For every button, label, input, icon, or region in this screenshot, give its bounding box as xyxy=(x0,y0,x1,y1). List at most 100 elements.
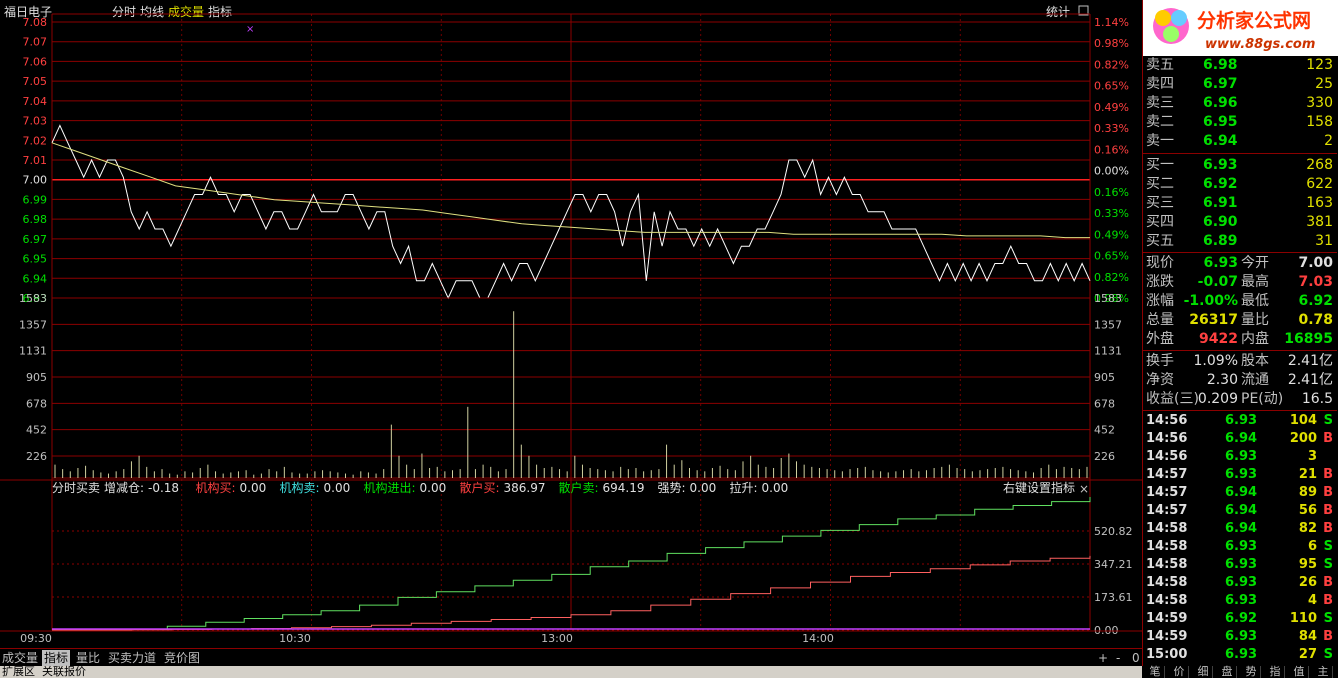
ask-row[interactable]: 卖四 6.97 25 xyxy=(1143,75,1337,94)
average-line xyxy=(51,142,1090,239)
pct-tick-label: 0.65% xyxy=(1094,250,1129,263)
right-tab-1[interactable]: 价 xyxy=(1170,666,1189,678)
fund-label: PE(动) xyxy=(1241,391,1284,407)
tick-row[interactable]: 14:59 6.92 110 S xyxy=(1143,610,1337,628)
fund-label: 换手 xyxy=(1146,353,1174,369)
bottom-tab-2[interactable]: 量比 xyxy=(76,651,101,665)
quote-label: 最高 xyxy=(1241,274,1269,290)
right-tab-5[interactable]: 指 xyxy=(1266,666,1285,678)
ob-volume: 381 xyxy=(1306,214,1333,230)
quote-row: 现价 6.93 今开 7.00 xyxy=(1143,254,1337,273)
indicator-tick-label: 347.21 xyxy=(1094,558,1133,571)
quote-value: 6.93 xyxy=(1203,255,1238,271)
bottom-tab-0[interactable]: 成交量 xyxy=(2,651,39,665)
tick-row[interactable]: 14:58 6.93 6 S xyxy=(1143,538,1337,556)
close-indicator-icon[interactable]: × xyxy=(1079,482,1089,496)
ob-label: 买四 xyxy=(1146,214,1174,230)
price-tick-label: 6.99 xyxy=(23,193,48,206)
tick-volume: 200 xyxy=(1289,431,1317,446)
tick-row[interactable]: 14:58 6.93 4 B xyxy=(1143,592,1337,610)
ob-volume: 2 xyxy=(1324,133,1333,149)
indicator-label: 拉升: xyxy=(730,480,758,495)
quote-panel: 分析家公式网 www.88gs.com 卖五 6.98 123 卖四 6.97 25 卖三 6… xyxy=(1142,0,1338,678)
price-tick-label: 7.03 xyxy=(23,115,48,128)
bottom-tab-3[interactable]: 买卖力道 xyxy=(108,651,157,665)
volume-tick-label-right: 905 xyxy=(1094,371,1115,384)
menu-1[interactable]: 均线 xyxy=(140,5,164,19)
tick-side: B xyxy=(1323,431,1333,446)
tick-row[interactable]: 14:56 6.93 104 S xyxy=(1143,412,1337,430)
tick-row[interactable]: 15:00 6.93 27 S xyxy=(1143,646,1337,664)
indicator-value: 0.00 xyxy=(420,481,447,495)
chart-canvas[interactable]: 福日电子 分时 均线 成交量 指标 统计 7.08 7.07 7.06 7.05 7.04 7.03 7… xyxy=(0,0,1142,648)
right-tab-4[interactable]: 势 xyxy=(1242,666,1261,678)
tick-side: B xyxy=(1323,503,1333,518)
tick-row[interactable]: 14:57 6.93 21 B xyxy=(1143,466,1337,484)
right-tab-6[interactable]: 值 xyxy=(1290,666,1309,678)
tick-row[interactable]: 14:56 6.93 3 xyxy=(1143,448,1337,466)
pct-tick-label: 0.82% xyxy=(1094,58,1129,71)
menu-0[interactable]: 分时 xyxy=(112,5,136,19)
ask-row[interactable]: 卖一 6.94 2 xyxy=(1143,132,1337,151)
right-tab-2[interactable]: 细 xyxy=(1194,666,1213,678)
tick-row[interactable]: 14:58 6.94 82 B xyxy=(1143,520,1337,538)
quote-value: 6.92 xyxy=(1298,293,1333,309)
tick-row[interactable]: 14:56 6.94 200 B xyxy=(1143,430,1337,448)
tick-time: 14:57 xyxy=(1146,467,1188,482)
logo-icon: 分析家公式网 www.88gs.com xyxy=(1153,8,1315,52)
bottom-tab-1[interactable]: 指标 xyxy=(42,650,71,666)
bid-row[interactable]: 买二 6.92 622 xyxy=(1143,175,1337,194)
right-tab-7[interactable]: 主 xyxy=(1314,666,1333,678)
bid-row[interactable]: 买五 6.89 31 xyxy=(1143,232,1337,251)
indicator-value: 0.00 xyxy=(690,481,717,495)
pct-tick-label: 0.16% xyxy=(1094,186,1129,199)
menu-3[interactable]: 指标 xyxy=(208,4,232,19)
stats-button[interactable]: 统计 xyxy=(1046,5,1070,19)
bid-row[interactable]: 买一 6.93 268 xyxy=(1143,156,1337,175)
tick-row[interactable]: 14:57 6.94 89 B xyxy=(1143,484,1337,502)
tick-side: B xyxy=(1323,593,1333,608)
bottom-control-1[interactable]: - xyxy=(1116,651,1121,665)
bid-row[interactable]: 买三 6.91 163 xyxy=(1143,194,1337,213)
tick-row[interactable]: 14:58 6.93 95 S xyxy=(1143,556,1337,574)
quote-label: 内盘 xyxy=(1241,331,1269,347)
right-tab-3[interactable]: 盘 xyxy=(1218,666,1237,678)
indicator-settings-hint[interactable]: 右键设置指标 xyxy=(1003,480,1075,495)
menu-2[interactable]: 成交量 xyxy=(168,4,204,19)
bid-row[interactable]: 买四 6.90 381 xyxy=(1143,213,1337,232)
ob-price: 6.95 xyxy=(1203,114,1238,130)
right-tab-0[interactable]: 笔 xyxy=(1146,666,1165,678)
tick-time: 14:57 xyxy=(1146,485,1188,500)
tick-row[interactable]: 14:59 6.93 84 B xyxy=(1143,628,1337,646)
ask-row[interactable]: 卖五 6.98 123 xyxy=(1143,56,1337,75)
ob-volume: 158 xyxy=(1306,114,1333,130)
bottom-tab-4[interactable]: 竞价图 xyxy=(164,651,201,665)
status-bar: 扩展区 关联报价 xyxy=(0,666,1142,678)
tick-side: S xyxy=(1323,557,1333,572)
intraday-chart[interactable]: 福日电子 分时 均线 成交量 指标 统计 7.08 7.07 7.06 7.05 7.04 7.03 7… xyxy=(0,0,1142,648)
indicator-label: 机构买: xyxy=(196,480,236,495)
price-tick-label: 7.01 xyxy=(23,154,48,167)
tick-volume: 27 xyxy=(1298,647,1317,662)
tick-row[interactable]: 14:58 6.93 26 B xyxy=(1143,574,1337,592)
tick-price: 6.93 xyxy=(1225,413,1258,428)
fund-value: 2.41亿 xyxy=(1287,353,1333,369)
ask-row[interactable]: 卖二 6.95 158 xyxy=(1143,113,1337,132)
status-related-quote[interactable]: 关联报价 xyxy=(42,665,86,678)
status-extended-area[interactable]: 扩展区 xyxy=(2,665,35,678)
volume-tick-label: 1357 xyxy=(19,318,47,331)
indicator-value: -0.18 xyxy=(148,481,179,495)
ob-price: 6.93 xyxy=(1203,157,1238,173)
tick-side: S xyxy=(1323,413,1333,428)
quote-value: 16895 xyxy=(1284,331,1333,347)
marker-icon: × xyxy=(246,24,254,35)
divider xyxy=(1143,410,1337,411)
bottom-control-0[interactable]: + xyxy=(1098,651,1109,665)
tick-row[interactable]: 14:57 6.94 56 B xyxy=(1143,502,1337,520)
restore-icon[interactable] xyxy=(1078,5,1089,16)
ob-label: 卖四 xyxy=(1146,76,1174,92)
bottom-control-2[interactable]: 0 xyxy=(1132,651,1140,665)
indicator-label: 散户买: xyxy=(460,480,500,495)
tick-price: 6.93 xyxy=(1225,575,1258,590)
ask-row[interactable]: 卖三 6.96 330 xyxy=(1143,94,1337,113)
